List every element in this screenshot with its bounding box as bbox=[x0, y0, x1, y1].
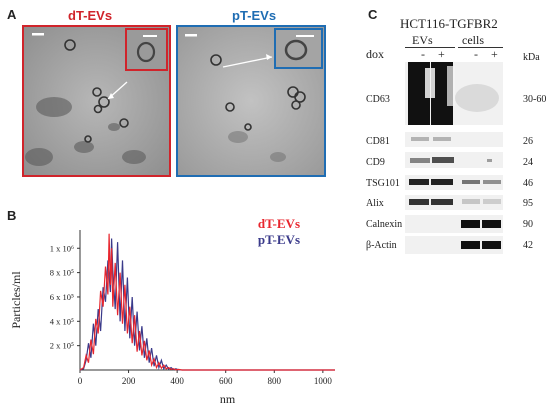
protein-label-cd9: CD9 bbox=[366, 157, 385, 168]
blot-strip-calnexin bbox=[405, 215, 503, 233]
panel-b-letter: B bbox=[7, 208, 17, 223]
blot-strip-cd81 bbox=[405, 132, 503, 147]
kda-tsg101: 46 bbox=[523, 178, 533, 189]
blot-strip-alix bbox=[405, 195, 503, 210]
kda-cd9: 24 bbox=[523, 157, 533, 168]
panel-c-letter: C bbox=[368, 7, 378, 22]
lane-sign-4: + bbox=[491, 47, 498, 61]
y-tick-label: 8 x 10⁵ bbox=[50, 268, 74, 278]
cells-group-underline bbox=[458, 47, 503, 48]
protein-label-alix: Alix bbox=[366, 198, 384, 209]
x-axis-label: nm bbox=[220, 392, 236, 406]
kda-beta-actin: 42 bbox=[523, 240, 533, 251]
dt-evs-micrograph-image bbox=[24, 27, 169, 175]
y-axis-label: Particles/ml bbox=[9, 271, 23, 329]
evs-group-label: EVs bbox=[412, 33, 433, 47]
kda-calnexin: 90 bbox=[523, 219, 533, 230]
legend-entry-pt-evs: pT-EVs bbox=[258, 232, 300, 247]
legend-entry-dt-evs: dT-EVs bbox=[258, 216, 300, 231]
kda-cd63: 30-60 bbox=[523, 94, 547, 105]
pt-evs-title: pT-EVs bbox=[232, 8, 277, 23]
lane-sign-1: - bbox=[421, 47, 425, 61]
kda-alix: 95 bbox=[523, 198, 533, 209]
y-tick-label: 6 x 10⁵ bbox=[50, 292, 74, 302]
x-tick-label: 600 bbox=[219, 376, 233, 386]
blot-strip-beta-actin bbox=[405, 236, 503, 254]
blot-bands-alix bbox=[409, 199, 501, 205]
x-tick-label: 1000 bbox=[314, 376, 333, 386]
x-tick-label: 0 bbox=[78, 376, 83, 386]
blot-bands-calnexin bbox=[461, 220, 501, 228]
y-tick-label: 1 x 10⁶ bbox=[50, 243, 74, 253]
dox-label: dox bbox=[366, 47, 384, 61]
blot-bands-cd81 bbox=[411, 137, 451, 141]
panel-a-letter: A bbox=[7, 7, 17, 22]
kda-cd81: 26 bbox=[523, 136, 533, 147]
blot-bands-tsg101 bbox=[409, 179, 501, 185]
series-line-dt-evs bbox=[79, 233, 335, 371]
protein-label-tsg101: TSG101 bbox=[366, 178, 400, 189]
blot-strip-tsg101 bbox=[405, 175, 503, 190]
dt-evs-micrograph bbox=[22, 25, 171, 177]
cell-line-label: HCT116-TGFBR2 bbox=[400, 16, 498, 31]
y-tick-label: 4 x 10⁵ bbox=[50, 316, 74, 326]
x-tick-label: 800 bbox=[268, 376, 282, 386]
blot-bands-cd9 bbox=[410, 157, 492, 163]
x-tick-label: 400 bbox=[170, 376, 184, 386]
lane-sign-2: + bbox=[438, 47, 445, 61]
nta-size-chart: 0 200 400 600 800 1000 2 x 10⁵ 4 x 10⁵ 6 x 10⁵ 8 … bbox=[9, 216, 335, 406]
pt-evs-micrograph bbox=[176, 25, 326, 177]
protein-label-cd63: CD63 bbox=[366, 94, 390, 105]
blot-bands-beta-actin bbox=[461, 241, 501, 249]
kda-header: kDa bbox=[523, 52, 540, 63]
pt-evs-micrograph-image bbox=[178, 27, 324, 175]
protein-label-calnexin: Calnexin bbox=[366, 219, 403, 230]
blot-bands-cd63 bbox=[408, 62, 499, 125]
evs-group-underline bbox=[405, 47, 455, 48]
y-tick-label: 2 x 10⁵ bbox=[50, 341, 74, 351]
protein-label-beta-actin: β-Actin bbox=[366, 240, 397, 251]
cells-group-label: cells bbox=[462, 33, 484, 47]
dt-evs-title: dT-EVs bbox=[68, 8, 113, 23]
x-tick-label: 200 bbox=[122, 376, 136, 386]
protein-label-cd81: CD81 bbox=[366, 136, 390, 147]
blot-strip-cd9 bbox=[405, 152, 503, 168]
lane-sign-3: - bbox=[474, 47, 478, 61]
blot-strip-cd63 bbox=[405, 62, 503, 125]
